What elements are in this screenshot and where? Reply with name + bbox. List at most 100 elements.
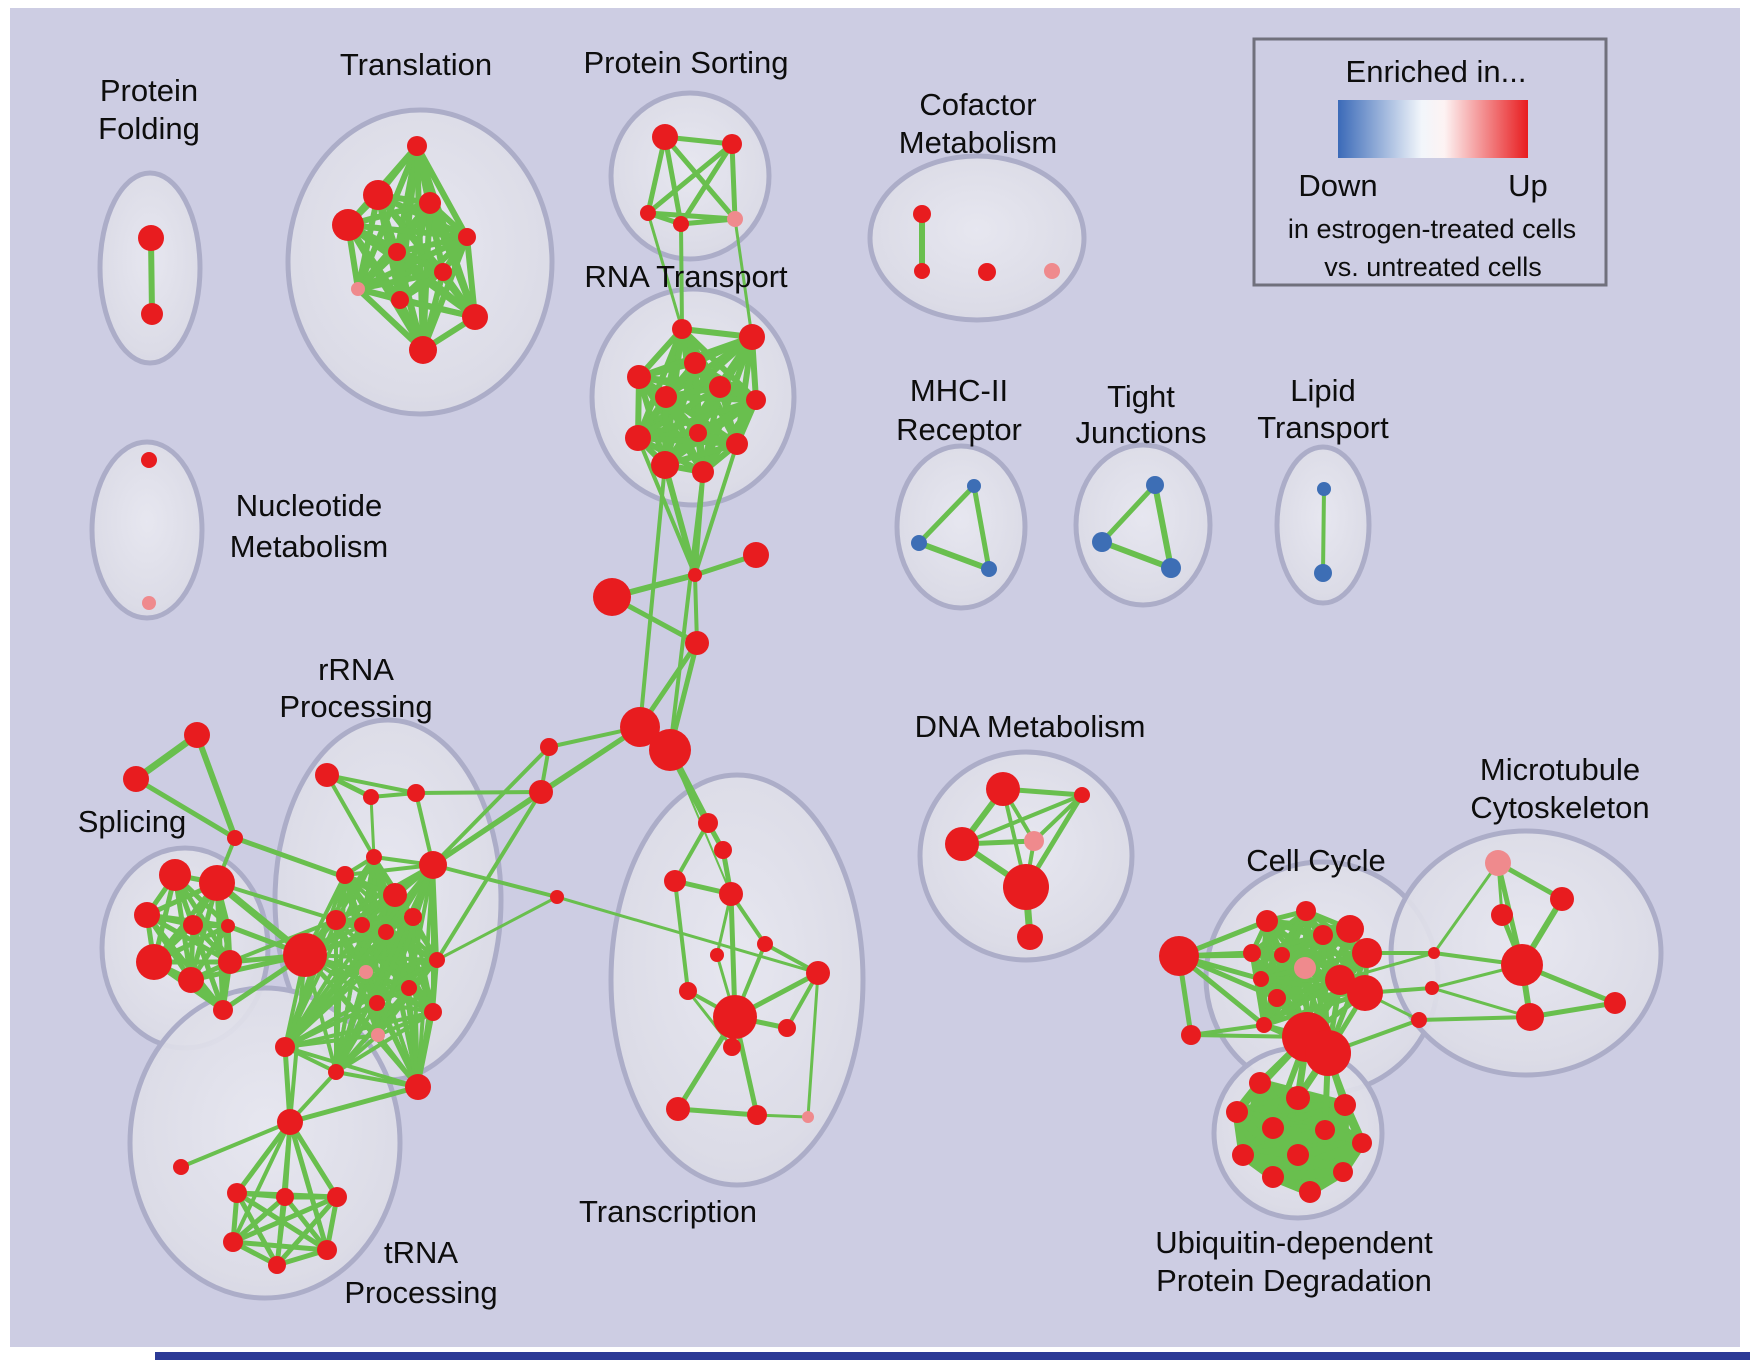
edge-c2-rr14 <box>431 745 551 867</box>
node-og3 <box>227 830 243 846</box>
node-sp7 <box>178 967 204 993</box>
node-sp3 <box>134 902 160 928</box>
cluster-ellipse-tight-junctions <box>1073 442 1213 608</box>
node-c2 <box>540 738 558 756</box>
edge-mt4-mt5 <box>1527 1000 1618 1020</box>
edge-tn3-tn6 <box>282 1194 330 1253</box>
node-c3 <box>550 890 564 904</box>
node-tx7 <box>679 982 697 1000</box>
node-sp6 <box>136 944 172 980</box>
legend-box <box>1252 37 1608 287</box>
node-cc3 <box>1256 910 1278 932</box>
edge-rr18-rr20 <box>283 1045 420 1089</box>
edge-rt11-hub1 <box>638 463 667 729</box>
node-rt10 <box>726 433 748 455</box>
edge-rr15-rr20 <box>375 1001 420 1089</box>
edge-ps2-ps4 <box>678 141 735 227</box>
node-rt12 <box>692 461 714 483</box>
node-tr11 <box>409 336 437 364</box>
node-cc10 <box>1352 938 1382 968</box>
node-tn5 <box>223 1232 243 1252</box>
node-tr2 <box>363 180 393 210</box>
node-lt1 <box>1317 482 1331 496</box>
node-tj3 <box>1161 558 1181 578</box>
node-ub12 <box>1299 1181 1321 1203</box>
edge-ps5-rt2 <box>733 217 754 339</box>
cluster-label-lipid-transport: Lipid Transport <box>1257 373 1389 445</box>
network-layer: Protein Folding Translation Protein Sorting… <box>78 45 1664 1310</box>
edge-c1-rr3 <box>414 790 543 795</box>
bottom-border-bar <box>155 1352 1750 1360</box>
edge-tr4-tr5 <box>345 222 470 240</box>
node-tr3 <box>419 192 441 214</box>
node-tr6 <box>388 243 406 261</box>
node-rr13 <box>429 952 445 968</box>
edge-tnhub-tn6 <box>287 1119 330 1253</box>
cluster-label-transcription: Transcription <box>579 1194 757 1229</box>
node-sp2 <box>199 865 235 901</box>
edge-tr6-tr10 <box>394 249 478 320</box>
node-rt3 <box>627 365 651 389</box>
node-rr4 <box>336 866 354 884</box>
node-tx5 <box>757 936 773 952</box>
node-tn6 <box>317 1240 337 1260</box>
node-cm2 <box>914 263 930 279</box>
node-mt3 <box>1491 904 1513 926</box>
node-cc8 <box>1294 957 1316 979</box>
cluster-ellipse-nucleotide-metabolism <box>89 439 205 621</box>
node-ub2 <box>1286 1086 1310 1110</box>
node-rt8 <box>625 425 651 451</box>
node-nm2 <box>142 596 156 610</box>
node-rt1 <box>672 319 692 339</box>
node-mh2 <box>911 535 927 551</box>
node-hub2 <box>649 729 691 771</box>
node-mh1 <box>967 479 981 493</box>
node-mc1 <box>1428 947 1440 959</box>
node-rt5 <box>709 376 731 398</box>
cluster-label-nucleotide-metabolism: Nucleotide Metabolism <box>230 488 389 564</box>
edge-ps3-rt1 <box>646 211 684 331</box>
legend: Enriched in... Down Up in estrogen-treat… <box>1252 37 1608 287</box>
edge-ub10-ub11 <box>1268 1167 1348 1182</box>
node-tx3 <box>664 870 686 892</box>
node-tx6 <box>710 948 724 962</box>
edge-mc2-mt4 <box>1430 986 1532 1019</box>
node-rr1 <box>315 763 339 787</box>
node-cc4 <box>1296 901 1316 921</box>
edge-sp3-sp8 <box>144 912 233 965</box>
node-tr10 <box>462 304 488 330</box>
edge-tn3-tn5 <box>230 1194 288 1245</box>
node-sp9 <box>213 1000 233 1020</box>
edge-dm2-dm3 <box>960 793 1084 846</box>
node-cc11 <box>1253 971 1269 987</box>
node-ub1 <box>1249 1072 1271 1094</box>
node-mc2 <box>1425 981 1439 995</box>
node-tx2 <box>714 841 732 859</box>
edge-sp8-rr8 <box>228 918 338 964</box>
node-cc2 <box>1181 1025 1201 1045</box>
edge-rr15-rr16 <box>375 1001 435 1014</box>
node-rt2 <box>739 324 765 350</box>
node-tn3 <box>276 1188 294 1206</box>
cluster-ellipse-mhc-ii-receptor <box>894 443 1028 611</box>
node-cc13 <box>1325 965 1355 995</box>
edge-og1-og3 <box>194 732 238 841</box>
node-cc6 <box>1243 944 1261 962</box>
edge-rr14-rr17 <box>376 863 435 1037</box>
legend-title: Enriched in... <box>1346 54 1527 89</box>
node-cchub2 <box>1305 1030 1351 1076</box>
node-ps2 <box>722 134 742 154</box>
cluster-label-microtubule-cytoskeleton: Microtubule Cytoskeleton <box>1470 752 1649 825</box>
node-pf2 <box>141 303 163 325</box>
node-rt9 <box>689 424 707 442</box>
edge-mc1-cc13 <box>1338 951 1436 982</box>
cluster-label-ubiquitin-degradation: Ubiquitin-dependent Protein Degradation <box>1155 1225 1433 1298</box>
edge-tr8-tr11 <box>355 286 426 353</box>
node-rt11 <box>651 451 679 479</box>
edge-ps1-ps5 <box>662 134 738 222</box>
node-dm3 <box>945 827 979 861</box>
node-md1 <box>688 568 702 582</box>
legend-caption-line1: in estrogen-treated cells <box>1288 214 1576 244</box>
node-ps1 <box>652 124 678 150</box>
edge-mh2-mh3 <box>916 540 992 572</box>
